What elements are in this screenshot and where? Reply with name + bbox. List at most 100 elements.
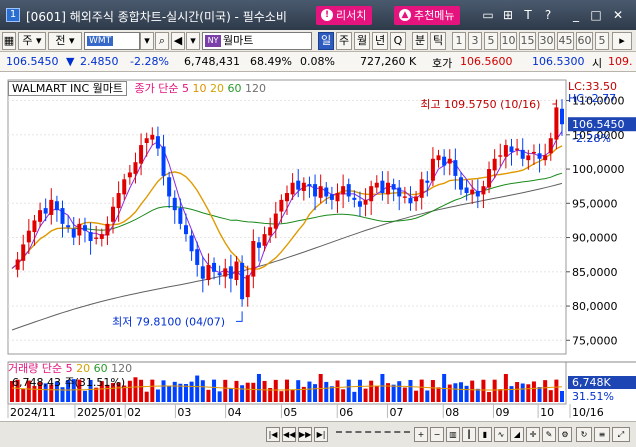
price-plot-frame (7, 79, 567, 355)
period-tick[interactable]: 틱 (430, 32, 446, 50)
volume-bar (21, 388, 26, 402)
more-arrow-icon[interactable]: ▸ (612, 32, 632, 50)
interval-15[interactable]: 15 (519, 32, 536, 50)
zoom-in-icon[interactable]: + (414, 427, 428, 442)
interval-3[interactable]: 3 (468, 32, 482, 50)
volume-bar (262, 380, 267, 402)
period-year[interactable]: 년 (372, 32, 388, 50)
scroll-prev-page-icon[interactable]: ◀◀ (282, 427, 296, 442)
line-chart-icon[interactable]: ∿ (494, 427, 508, 442)
speaker-dropdown-icon[interactable]: ▾ (186, 32, 200, 50)
research-button[interactable]: ! 리서치 (316, 6, 373, 25)
candle-body (228, 266, 233, 279)
area-chart-icon[interactable]: ◢ (510, 427, 524, 442)
volume-bar (116, 382, 121, 402)
settings-gear-icon[interactable]: ⚙ (558, 427, 572, 442)
settings-icon[interactable]: ▦ (2, 32, 16, 50)
minimize-button[interactable]: _ (573, 8, 579, 22)
interval-5[interactable]: 5 (484, 32, 498, 50)
price-chart[interactable]: 110,0000 105,0000 100,0000 95,0000 90,0000 85… (0, 72, 636, 421)
volume-bar (487, 392, 492, 402)
chart-area[interactable]: 110,0000 105,0000 100,0000 95,0000 90,0000 85… (0, 72, 636, 447)
crosshair-icon[interactable]: ✛ (526, 427, 540, 442)
candle-body (492, 158, 497, 171)
chart-type-icon[interactable]: ▥ (446, 427, 460, 442)
y-tick-label: 100,0000 (572, 163, 625, 176)
volume-bar (318, 374, 323, 402)
volume: 6,748,431 (184, 55, 240, 68)
stock-code-input[interactable]: WMT (84, 32, 140, 50)
x-tick-label: 08 (445, 406, 459, 419)
interval-10[interactable]: 10 (500, 32, 517, 50)
x-tick-label: 06 (339, 406, 353, 419)
interval-custom[interactable]: 5 (595, 32, 609, 50)
period-quarter[interactable]: Q (390, 32, 406, 50)
draw-tool-icon[interactable]: ✎ (542, 427, 556, 442)
period-week[interactable]: 주 (336, 32, 352, 50)
period-day[interactable]: 일 (318, 32, 334, 50)
candle-body (363, 199, 368, 205)
interval-60[interactable]: 60 (576, 32, 593, 50)
volume-bar (43, 383, 48, 402)
code-dropdown-icon[interactable]: ▾ (140, 32, 154, 50)
speaker-icon[interactable]: ◀ (171, 32, 185, 50)
help-icon[interactable]: ? (544, 8, 552, 22)
volume-bar (71, 379, 76, 402)
scroll-next-page-icon[interactable]: ▶▶ (298, 427, 312, 442)
volume-bar (341, 389, 346, 402)
scroll-last-icon[interactable]: ▶| (314, 427, 328, 442)
reset-icon[interactable]: ↻ (576, 427, 592, 442)
candle-body (234, 261, 239, 281)
close-button[interactable]: ✕ (612, 8, 624, 22)
volume-bar (380, 374, 385, 402)
chart-menu-icon[interactable]: ≡ (594, 427, 610, 442)
volume-bar (498, 389, 503, 402)
period-minute[interactable]: 분 (412, 32, 428, 50)
bar-icon[interactable]: ▮ (478, 427, 492, 442)
bid-price: 106.5600 (460, 55, 513, 68)
interval-45[interactable]: 45 (557, 32, 574, 50)
volume-bar (94, 387, 99, 402)
candle-body (88, 232, 93, 241)
volume-bar (228, 388, 233, 402)
volume-bar (402, 387, 407, 402)
pin-icon[interactable]: T (524, 8, 532, 22)
all-tab[interactable]: 전 ▾ (48, 32, 82, 50)
candle-body (49, 199, 54, 215)
candle-icon[interactable]: ┃ (462, 427, 476, 442)
candle-body (414, 196, 419, 202)
x-tick-label: 05 (283, 406, 297, 419)
period-month[interactable]: 월 (354, 32, 370, 50)
interval-30[interactable]: 30 (538, 32, 555, 50)
candle-body (285, 193, 289, 202)
chart-scrollbar[interactable]: |◀ ◀◀ ▶▶ ▶| + − ▥ ┃ ▮ ∿ ◢ ✛ ✎ ⚙ ↻ ≡ ⤢ (0, 421, 636, 447)
x-tick-label: 03 (177, 406, 191, 419)
ma-legend-20: 20 (210, 82, 224, 95)
y-tick-label: 80,0000 (572, 300, 618, 313)
volume-bar (442, 374, 447, 402)
maximize-button[interactable]: □ (590, 8, 602, 22)
market-select[interactable]: 주 ▾ (18, 32, 46, 50)
scroll-track[interactable] (336, 431, 410, 435)
volume-bar (285, 379, 289, 402)
scroll-first-icon[interactable]: |◀ (266, 427, 280, 442)
candle-body (481, 186, 486, 195)
layout-icon[interactable]: ▭ (482, 8, 494, 22)
candle-body (560, 108, 564, 125)
extra-value: 109. (608, 55, 633, 68)
candle-body (200, 266, 205, 279)
volume-legend-120: 120 (111, 362, 133, 375)
volume-bar (425, 390, 430, 402)
candle-body (537, 153, 542, 159)
grid-icon[interactable]: ⊞ (502, 8, 514, 22)
candle-body (178, 208, 183, 224)
volume-bar (408, 379, 413, 402)
recommend-menu-button[interactable]: ▲ 추천메뉴 (394, 6, 461, 25)
search-icon[interactable]: ⌕ (155, 32, 169, 50)
fullscreen-icon[interactable]: ⤢ (612, 427, 630, 442)
candle-body (374, 182, 379, 188)
volume-bar (183, 384, 188, 402)
zoom-out-icon[interactable]: − (430, 427, 444, 442)
interval-1[interactable]: 1 (452, 32, 466, 50)
candle-body (352, 197, 357, 200)
